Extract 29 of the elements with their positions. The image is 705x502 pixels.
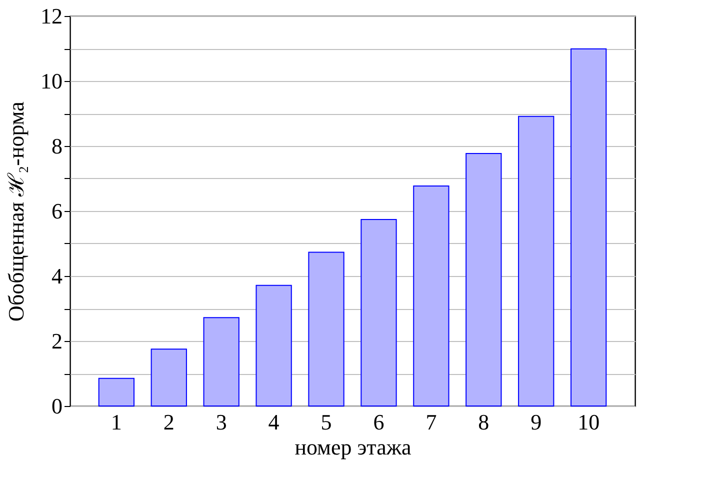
- y-tick-label: 4: [52, 264, 62, 288]
- bar: [308, 252, 344, 406]
- y-tick-label: 2: [52, 328, 62, 354]
- y-tick-label: 6: [52, 198, 62, 224]
- x-tick-label: 5: [320, 410, 332, 434]
- bar: [256, 284, 292, 406]
- x-tick-label: 9: [530, 410, 542, 434]
- bar: [98, 378, 134, 406]
- x-tick-label: 4: [268, 410, 280, 434]
- bar: [150, 348, 187, 406]
- bar: [570, 48, 607, 406]
- y-tick-label: 0: [52, 394, 62, 418]
- bar: [466, 152, 502, 406]
- y-tick-label: 8: [52, 134, 62, 158]
- x-tick-label: 8: [478, 410, 490, 434]
- bar: [518, 116, 554, 406]
- bar: [413, 185, 450, 406]
- x-tick-label: 2: [163, 410, 174, 434]
- y-tick-label: 10: [40, 68, 62, 94]
- y-axis-title: Обобщенная ℋ₂-норма: [4, 101, 28, 322]
- bar: [360, 218, 397, 406]
- x-tick-label: 3: [216, 410, 227, 434]
- bar: [203, 317, 240, 406]
- x-axis-title: номер этажа: [294, 434, 412, 460]
- x-tick-label: 1: [110, 410, 122, 434]
- x-tick-label: 10: [578, 410, 600, 434]
- y-tick-label: 12: [40, 4, 62, 28]
- x-tick-label: 6: [373, 410, 384, 434]
- x-tick-label: 7: [426, 410, 437, 434]
